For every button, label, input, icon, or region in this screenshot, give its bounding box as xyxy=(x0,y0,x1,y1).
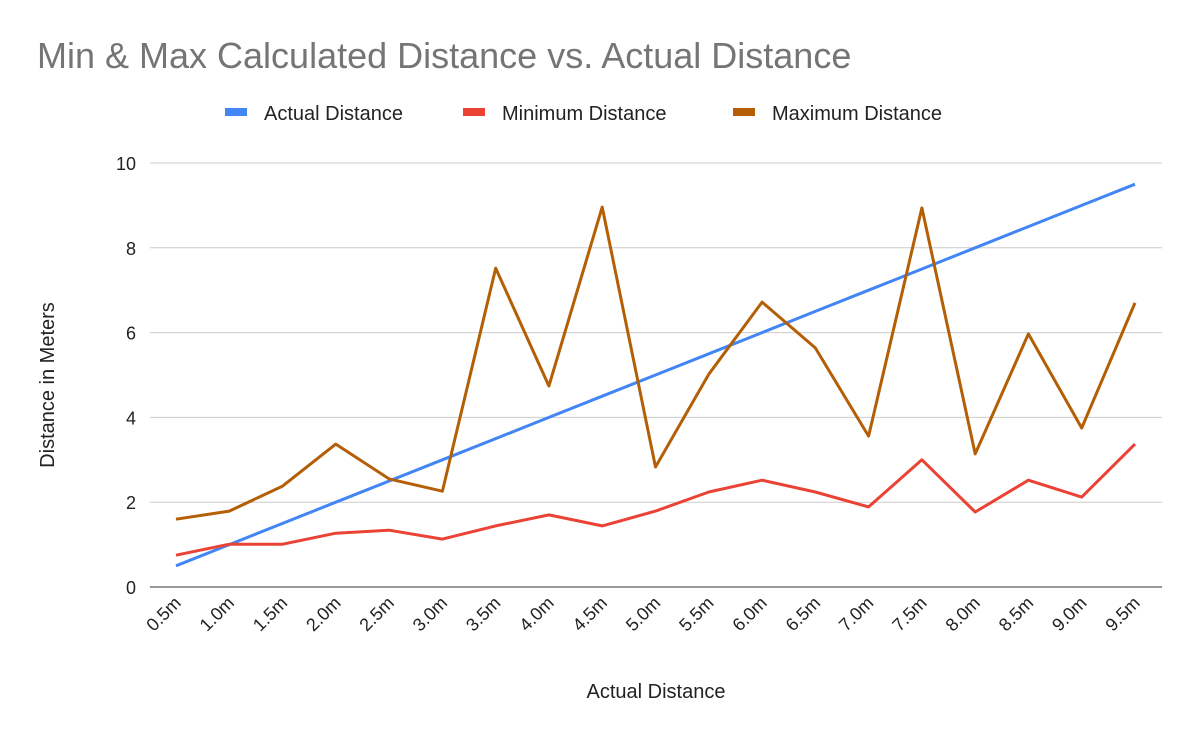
x-tick-label: 9.5m xyxy=(1101,593,1143,635)
x-axis-ticks: 0.5m 1.0m 1.5m 2.0m 2.5m 3.0m 3.5m 4.0m 4.5m 5.0m… xyxy=(142,593,1143,635)
legend: Actual Distance Minimum Distance Maximum D… xyxy=(225,103,942,125)
legend-swatch xyxy=(225,108,247,116)
x-tick-label: 7.5m xyxy=(888,593,930,635)
legend-label: Maximum Distance xyxy=(772,103,942,125)
legend-label: Actual Distance xyxy=(264,103,403,125)
legend-swatch xyxy=(463,108,485,116)
x-tick-label: 8.0m xyxy=(942,593,984,635)
series-line-maximum-distance xyxy=(175,205,1137,521)
legend-swatch xyxy=(733,108,755,116)
x-tick-label: 1.0m xyxy=(196,593,238,635)
x-tick-label: 5.0m xyxy=(622,593,664,635)
x-tick-label: 4.5m xyxy=(569,593,611,635)
x-tick-label: 8.5m xyxy=(995,593,1037,635)
x-tick-label: 4.0m xyxy=(515,593,557,635)
x-tick-label: 6.0m xyxy=(728,593,770,635)
x-axis-title: Actual Distance xyxy=(587,681,726,703)
series-line-actual-distance xyxy=(175,182,1136,568)
legend-label: Minimum Distance xyxy=(502,103,666,125)
x-tick-label: 7.0m xyxy=(835,593,877,635)
gridlines xyxy=(150,162,1162,588)
x-tick-label: 6.5m xyxy=(782,593,824,635)
x-tick-label: 2.5m xyxy=(355,593,397,635)
y-tick-label: 6 xyxy=(126,324,136,344)
y-tick-label: 8 xyxy=(126,239,136,259)
x-tick-label: 3.0m xyxy=(409,593,451,635)
y-tick-label: 10 xyxy=(116,154,136,174)
x-tick-label: 9.0m xyxy=(1048,593,1090,635)
y-tick-label: 2 xyxy=(126,493,136,513)
series-line-minimum-distance xyxy=(175,443,1137,557)
x-tick-label: 1.5m xyxy=(249,593,291,635)
x-tick-label: 2.0m xyxy=(302,593,344,635)
x-tick-label: 5.5m xyxy=(675,593,717,635)
chart-title: Min & Max Calculated Distance vs. Actual… xyxy=(37,35,851,76)
y-axis-ticks: 0 2 4 6 8 10 xyxy=(116,154,136,598)
series-lines xyxy=(175,182,1137,568)
y-tick-label: 4 xyxy=(126,408,136,428)
y-axis-title: Distance in Meters xyxy=(37,302,59,468)
x-tick-label: 3.5m xyxy=(462,593,504,635)
y-tick-label: 0 xyxy=(126,578,136,598)
x-tick-label: 0.5m xyxy=(142,593,184,635)
